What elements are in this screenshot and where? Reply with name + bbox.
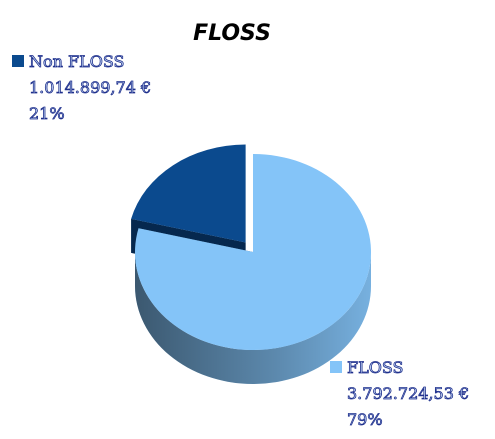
slice-side-shade: [135, 252, 371, 384]
slice: [134, 154, 371, 350]
slice: [131, 144, 246, 243]
legend-swatch: [330, 361, 342, 373]
data-label-percent: 79%: [347, 410, 383, 429]
chart-title: FLOSS: [193, 21, 271, 46]
data-label-percent: 21%: [29, 104, 65, 123]
data-label-name: FLOSS: [347, 358, 403, 377]
pie: [131, 144, 371, 384]
data-label-value: 1.014.899,74 €: [29, 78, 151, 97]
legend-swatch: [12, 55, 24, 67]
data-label-name: Non FLOSS: [29, 52, 125, 71]
data-label-value: 3.792.724,53 €: [347, 384, 469, 403]
